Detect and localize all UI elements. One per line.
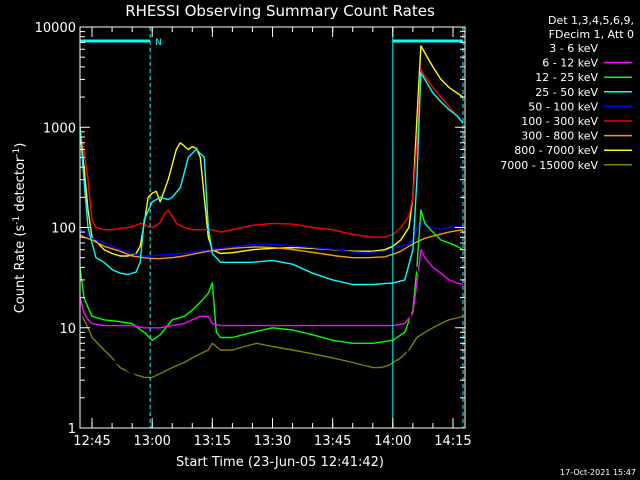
series-line-6-12-kev [80,248,464,329]
series-line-7000-15000-kev [80,312,464,379]
legend-header-line-2: FDecim 1, Att 0 [549,28,634,41]
x-tick-label: 12:45 [73,434,110,449]
y-axis: 1 10 100 1000 10000 [35,21,465,437]
timestamp: 17-Oct-2021 15:47 [560,468,636,477]
y-axis-label-mid: detector [13,156,28,216]
x-tick-label: 13:15 [194,434,231,449]
x-tick-label: 13:45 [314,434,351,449]
legend-item-label: 100 - 300 keV [521,115,598,128]
y-axis-label-main: Count Rate (s [13,225,28,314]
series-line-100-300-kev [80,68,464,238]
legend-item-label: 6 - 12 keV [542,57,598,70]
y-axis-label: Count Rate (s-1 detector-1) [12,143,28,314]
series-line-12-25-kev [80,209,464,344]
legend-item-label: 3 - 6 keV [549,42,598,55]
legend-item-label: 12 - 25 keV [535,71,598,84]
y-axis-label-end: ) [13,143,28,148]
y-tick-label: 10000 [35,21,76,36]
series-line-25-50-kev [80,71,464,286]
legend-item-label: 25 - 50 keV [535,86,598,99]
x-axis-label: Start Time (23-Jun-05 12:41:42) [176,455,384,470]
legend-item-label: 50 - 100 keV [528,100,598,113]
y-axis-label-sup1: -1 [12,216,22,225]
x-axis: 12:45 13:00 13:15 13:30 13:45 14:00 14:15 [73,27,472,449]
legend-item-label: 7000 - 15000 keV [500,159,598,172]
legend-header-line-1: Det 1,3,4,5,6,9, [548,14,634,27]
y-tick-label: 10 [59,322,76,337]
chart-title: RHESSI Observing Summary Count Rates [125,2,435,20]
x-tick-label: 14:15 [434,434,471,449]
x-tick-label: 13:30 [254,434,291,449]
y-tick-label: 1 [68,422,76,437]
x-tick-label: 13:00 [133,434,170,449]
plot-series-group [80,45,464,404]
y-axis-label-sup2: -1 [12,148,22,157]
series-line-3-6-kev [80,266,464,404]
y-tick-label: 100 [51,222,76,237]
y-tick-label: 1000 [43,121,76,136]
legend: Det 1,3,4,5,6,9, FDecim 1, Att 0 3 - 6 k… [500,14,634,172]
x-tick-label: 14:00 [374,434,411,449]
legend-item-label: 800 - 7000 keV [514,144,598,157]
legend-item-label: 300 - 800 keV [521,130,598,143]
flag-label: N [155,38,162,48]
